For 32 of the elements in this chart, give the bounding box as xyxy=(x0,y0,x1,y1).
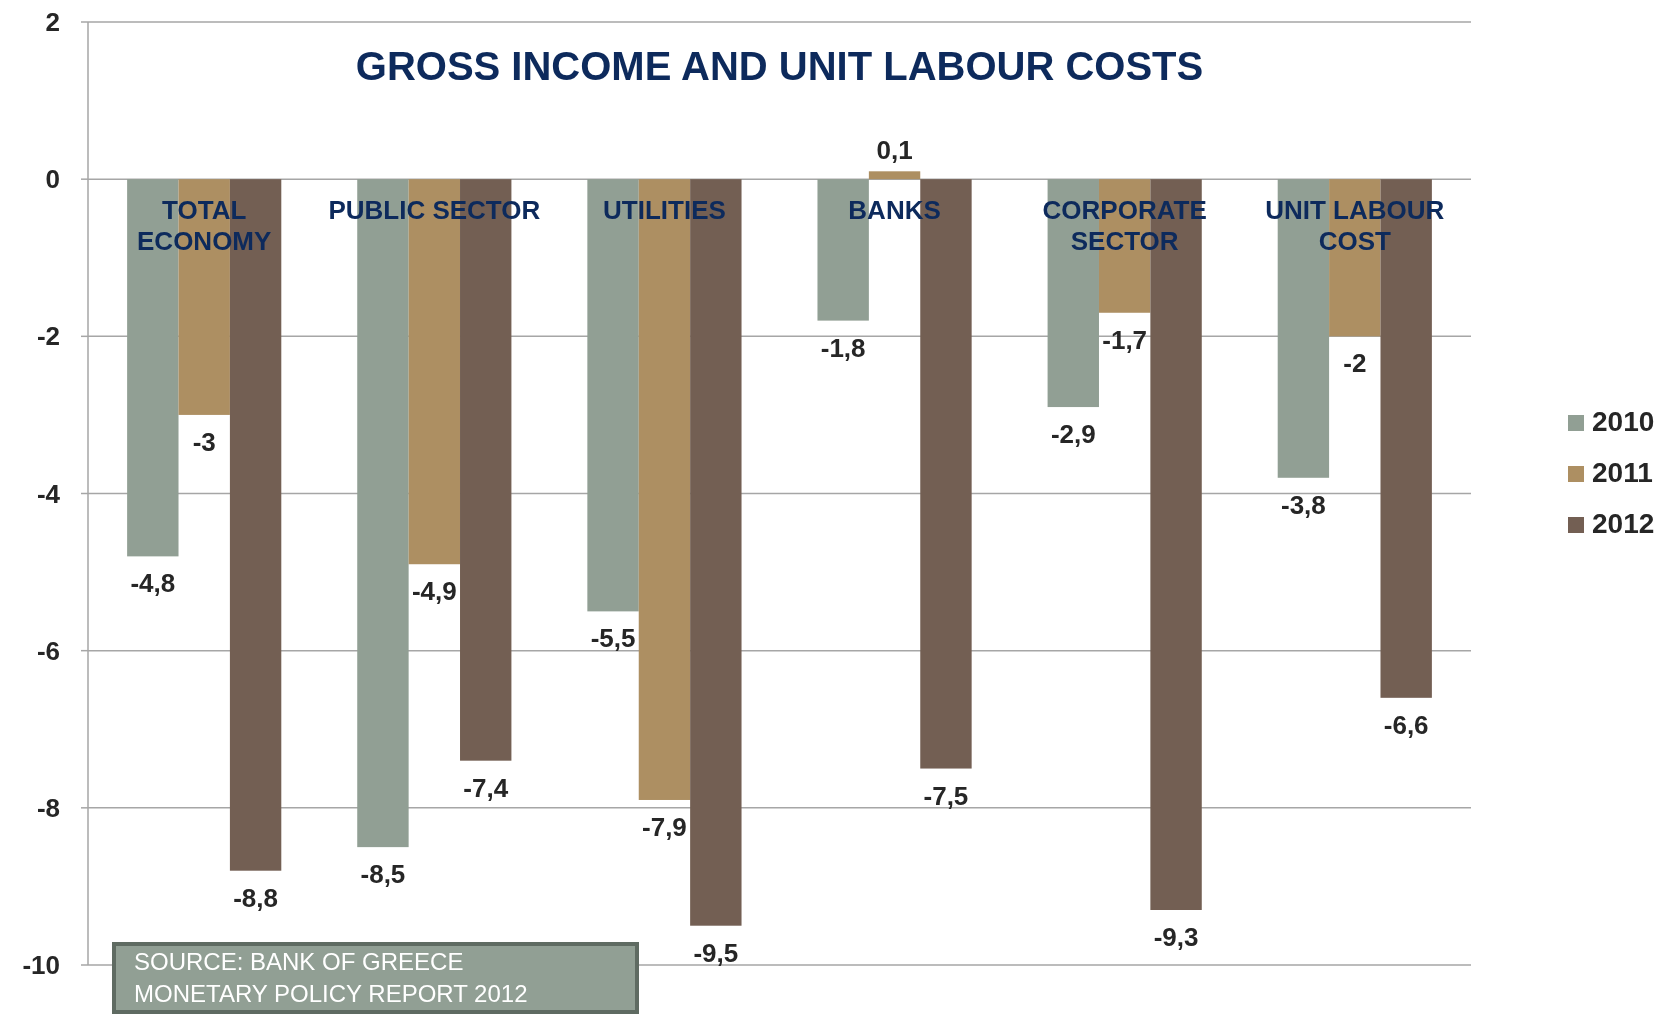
data-label: -8,8 xyxy=(233,882,279,913)
data-label: -6,6 xyxy=(1383,709,1429,740)
annotation: SOURCE: BANK OF GREECE MONETARY POLICY REPORT 2012 xyxy=(134,948,528,1007)
y-tick-label: -6 xyxy=(36,635,60,666)
x-tick-label: UTILITIES xyxy=(603,195,726,226)
y-tick-label: -10 xyxy=(22,950,60,980)
x-tick-label: TOTAL ECONOMY xyxy=(137,195,272,257)
data-label: -1,8 xyxy=(820,332,866,363)
data-label: -4,9 xyxy=(411,576,457,607)
y-tick-label: -4 xyxy=(36,478,61,509)
data-label: -8,5 xyxy=(360,859,406,890)
legend-label: 2011 xyxy=(1592,457,1653,488)
legend-label: 2010 xyxy=(1592,406,1655,437)
data-label: -1,7 xyxy=(1102,324,1148,355)
y-tick-label: 0 xyxy=(45,164,60,195)
text: GROSS INCOME AND UNIT LABOUR COSTS xyxy=(355,44,1204,88)
data-label: -3,8 xyxy=(1280,489,1326,520)
data-label: -3 xyxy=(192,426,216,457)
legend-label: 2012 xyxy=(1592,508,1655,539)
data-label: -9,5 xyxy=(693,937,739,968)
data-label: 0,1 xyxy=(876,135,913,166)
data-label: -2,9 xyxy=(1050,419,1096,450)
data-label: -7,9 xyxy=(642,811,687,842)
data-label: -7,4 xyxy=(463,772,509,803)
data-label: -9,3 xyxy=(1153,921,1199,952)
data-label: -4,8 xyxy=(130,568,176,599)
data-label: -2 xyxy=(1343,348,1367,379)
data-label: -5,5 xyxy=(590,623,636,654)
y-tick-label: -2 xyxy=(36,321,60,352)
y-tick-label: -8 xyxy=(36,792,60,823)
y-tick-label: 2 xyxy=(45,7,60,37)
data-label: -7,5 xyxy=(923,780,969,811)
